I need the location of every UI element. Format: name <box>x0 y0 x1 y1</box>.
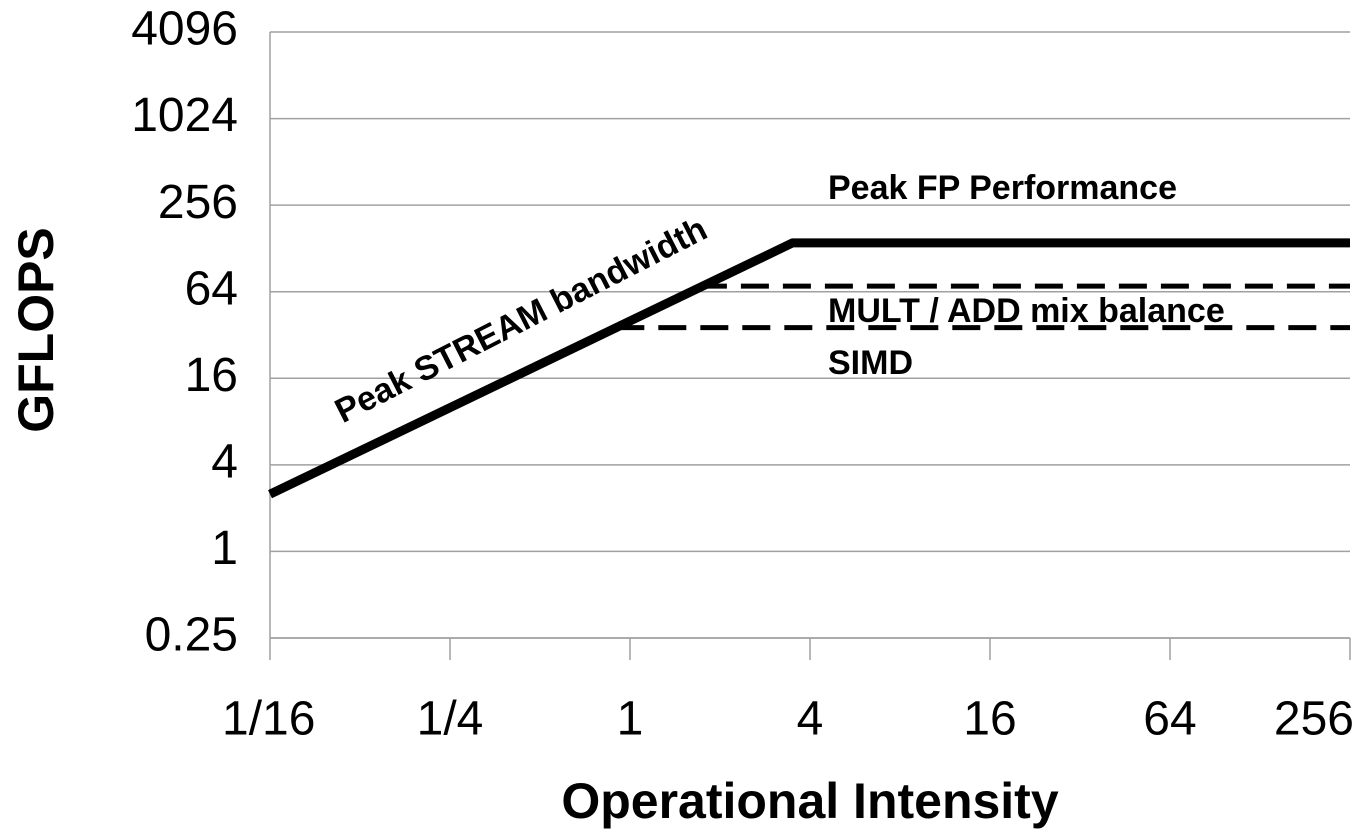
x-axis-title: Operational Intensity <box>561 773 1059 829</box>
y-tick-label: 64 <box>185 262 238 315</box>
annotation: SIMD <box>828 344 913 382</box>
annotation: Peak STREAM bandwidth <box>329 210 713 431</box>
y-tick-label: 0.25 <box>145 609 238 662</box>
x-tick-label: 64 <box>1143 693 1196 746</box>
annotation: MULT / ADD mix balance <box>828 292 1225 330</box>
annotation: Peak FP Performance <box>828 169 1177 207</box>
x-tick-label: 256 <box>1274 693 1354 746</box>
y-tick-label: 1 <box>211 522 238 575</box>
x-tick-label: 16 <box>963 693 1016 746</box>
x-tick-label: 1/16 <box>222 693 315 746</box>
y-tick-label: 256 <box>158 176 238 229</box>
x-tick-label: 1 <box>617 693 644 746</box>
y-tick-label: 16 <box>185 349 238 402</box>
roof-line <box>268 238 1350 499</box>
y-axis-title: GFLOPS <box>8 227 64 433</box>
y-tick-label: 4 <box>211 436 238 489</box>
x-tick-label: 4 <box>797 693 824 746</box>
x-tick-label: 1/4 <box>417 693 484 746</box>
y-tick-label: 1024 <box>131 89 238 142</box>
y-tick-label: 4096 <box>131 3 238 56</box>
